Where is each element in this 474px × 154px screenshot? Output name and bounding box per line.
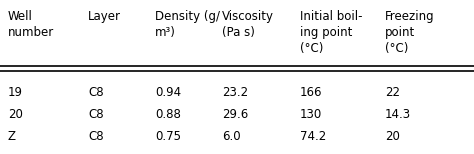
Text: 130: 130 (300, 108, 322, 121)
Text: Density (g/
m³): Density (g/ m³) (155, 10, 220, 39)
Text: C8: C8 (88, 86, 104, 99)
Text: 14.3: 14.3 (385, 108, 411, 121)
Text: 0.94: 0.94 (155, 86, 181, 99)
Text: Initial boil-
ing point
(°C): Initial boil- ing point (°C) (300, 10, 363, 55)
Text: Freezing
point
(°C): Freezing point (°C) (385, 10, 435, 55)
Text: 29.6: 29.6 (222, 108, 248, 121)
Text: 0.88: 0.88 (155, 108, 181, 121)
Text: 20: 20 (8, 108, 23, 121)
Text: 19: 19 (8, 86, 23, 99)
Text: C8: C8 (88, 108, 104, 121)
Text: 23.2: 23.2 (222, 86, 248, 99)
Text: 166: 166 (300, 86, 322, 99)
Text: 20: 20 (385, 130, 400, 143)
Text: Well
number: Well number (8, 10, 54, 39)
Text: Viscosity
(Pa s): Viscosity (Pa s) (222, 10, 274, 39)
Text: Z: Z (8, 130, 16, 143)
Text: 6.0: 6.0 (222, 130, 241, 143)
Text: Layer: Layer (88, 10, 121, 23)
Text: 74.2: 74.2 (300, 130, 326, 143)
Text: C8: C8 (88, 130, 104, 143)
Text: 22: 22 (385, 86, 400, 99)
Text: 0.75: 0.75 (155, 130, 181, 143)
